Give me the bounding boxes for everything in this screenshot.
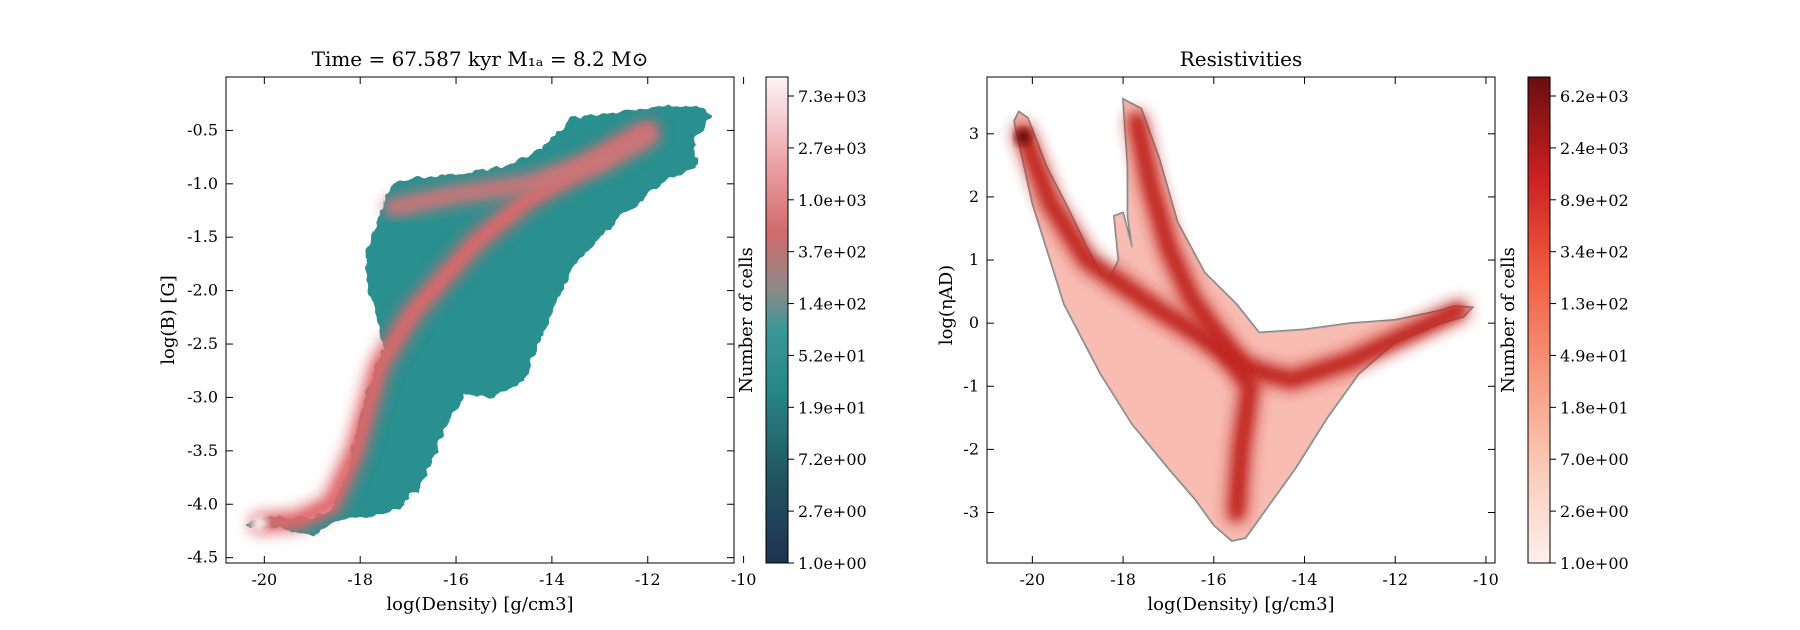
y-tick-label: -3.0 bbox=[187, 387, 218, 406]
density-ridge-core-2 bbox=[1132, 117, 1255, 517]
colorbar-tick-label: 1.0e+00 bbox=[1560, 554, 1629, 573]
x-tick-label: -20 bbox=[1019, 570, 1045, 589]
colorbar-tick-label: 1.0e+00 bbox=[798, 554, 867, 573]
y-tick-label: -3.5 bbox=[187, 441, 218, 460]
colorbar-tick-label: 1.3e+02 bbox=[1560, 295, 1629, 314]
colorbar-tick-label: 8.9e+02 bbox=[1560, 191, 1629, 210]
colorbar-tick-label: 2.6e+00 bbox=[1560, 502, 1629, 521]
chart-title-1: Time = 67.587 kyr M₁ₐ = 8.2 M⊙ bbox=[312, 47, 649, 71]
x-tick-label: -20 bbox=[251, 570, 277, 589]
y-tick-label: 3 bbox=[969, 124, 979, 143]
colorbar-label-2: Number of cells bbox=[1498, 247, 1519, 393]
y-tick-label: 0 bbox=[969, 313, 979, 332]
colorbar-tick-label: 7.0e+00 bbox=[1560, 450, 1629, 469]
density-ridge-core-2 bbox=[389, 131, 652, 212]
plot-frame-2 bbox=[986, 76, 1496, 564]
x-tick-label: -14 bbox=[1292, 570, 1318, 589]
colorbar-tick-label: 4.9e+01 bbox=[1560, 346, 1629, 365]
data-region bbox=[244, 105, 711, 537]
colorbar-tick-label: 3.7e+02 bbox=[798, 243, 867, 262]
colorbar-1 bbox=[765, 76, 789, 564]
colorbar-tick-label: 2.7e+03 bbox=[798, 139, 867, 158]
data-region bbox=[1013, 97, 1475, 542]
y-tick-label: -1 bbox=[963, 376, 979, 395]
colorbar-2 bbox=[1527, 76, 1551, 564]
density-peak bbox=[1015, 128, 1032, 145]
heatmap-1 bbox=[244, 105, 711, 537]
panel-magnetic-field: -20 -18 -16 -14 -12 -10 -4.5 -4.0 -3.5 -3.0 -2.5 -2… bbox=[158, 47, 867, 615]
density-peak bbox=[251, 515, 268, 532]
colorbar-tick-label: 1.0e+03 bbox=[798, 191, 867, 210]
colorbar-label-1: Number of cells bbox=[736, 247, 757, 393]
y-tick-label: 1 bbox=[969, 250, 979, 269]
x-tick-label: -16 bbox=[1201, 570, 1227, 589]
colorbar-tick-label: 6.2e+03 bbox=[1560, 87, 1629, 106]
colorbar-tick-label: 3.4e+02 bbox=[1560, 243, 1629, 262]
y-tick-label: -1.0 bbox=[187, 174, 218, 193]
y-axis-label-1: log(B) [G] bbox=[158, 275, 179, 365]
x-tick-label: -12 bbox=[1382, 570, 1408, 589]
y-tick-label: 2 bbox=[969, 187, 979, 206]
colorbar-tick-label: 1.4e+02 bbox=[798, 295, 867, 314]
y-tick-label: -2 bbox=[963, 439, 979, 458]
y-tick-label: -2.5 bbox=[187, 334, 218, 353]
x-tick-label: -10 bbox=[731, 570, 757, 589]
y-axis-label-2: log(ηAD) bbox=[936, 265, 957, 345]
colorbar-tick-label: 2.7e+00 bbox=[798, 502, 867, 521]
colorbar-tick-label: 5.2e+01 bbox=[798, 346, 867, 365]
x-tick-label: -10 bbox=[1473, 570, 1499, 589]
y-tick-label: -0.5 bbox=[187, 120, 218, 139]
chart-title-2: Resistivities bbox=[1180, 47, 1302, 71]
heatmap-2 bbox=[1012, 97, 1475, 542]
y-tick-label: -2.0 bbox=[187, 281, 218, 300]
colorbar-tick-label: 2.4e+03 bbox=[1560, 139, 1629, 158]
x-tick-label: -12 bbox=[635, 570, 661, 589]
colorbar-tick-label: 7.3e+03 bbox=[798, 87, 867, 106]
colorbar-tick-label: 1.8e+01 bbox=[1560, 398, 1629, 417]
x-tick-label: -18 bbox=[1110, 570, 1136, 589]
plot-frame-1 bbox=[225, 76, 735, 564]
y-tick-label: -1.5 bbox=[187, 227, 218, 246]
x-axis-label-1: log(Density) [g/cm3] bbox=[386, 594, 573, 615]
data-region-fill bbox=[1014, 99, 1473, 541]
x-axis-label-2: log(Density) [g/cm3] bbox=[1147, 594, 1334, 615]
density-ridge-core-1 bbox=[1019, 129, 1463, 384]
x-tick-label: -18 bbox=[347, 570, 373, 589]
x-tick-label: -16 bbox=[443, 570, 469, 589]
y-tick-label: -4.5 bbox=[187, 548, 218, 567]
colorbar-tick-label: 1.9e+01 bbox=[798, 398, 867, 417]
y-tick-label: -3 bbox=[963, 503, 979, 522]
x-tick-label: -14 bbox=[539, 570, 565, 589]
y-tick-label: -4.0 bbox=[187, 494, 218, 513]
colorbar-tick-label: 7.2e+00 bbox=[798, 450, 867, 469]
